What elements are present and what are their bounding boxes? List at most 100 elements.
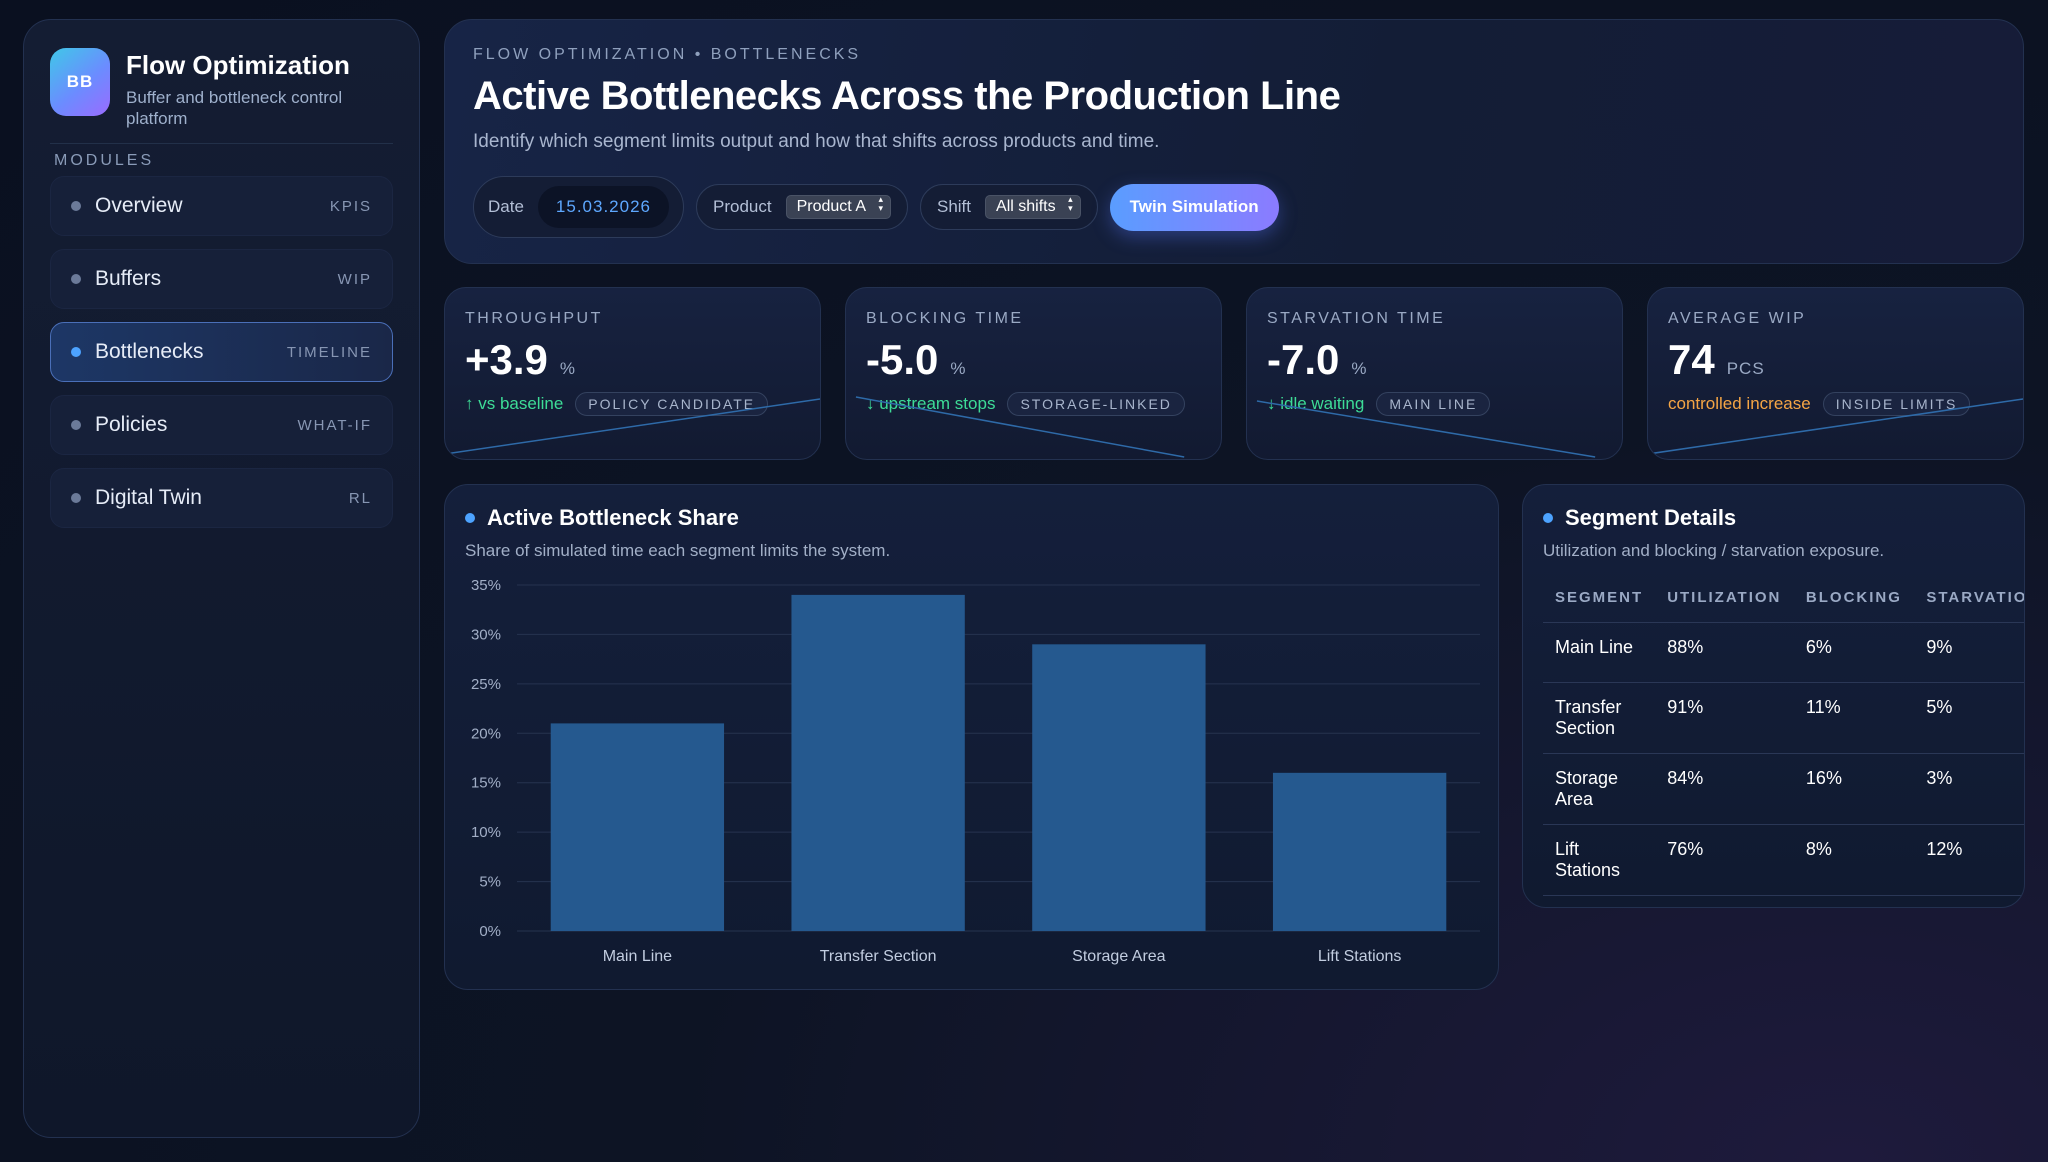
shift-filter: Shift All shifts [919, 184, 1098, 230]
breadcrumb: FLOW OPTIMIZATION • BOTTLENECKS [473, 46, 862, 63]
y-tick-label: 0% [479, 923, 501, 940]
table-row[interactable]: Storage Area 84% 16% 3% [1543, 753, 2024, 825]
kpi-card-throughput: THROUGHPUT +3.9% ↑ vs baseline POLICY CA… [444, 287, 821, 460]
bar-chart: 0% 5% 10% 15% 20% 25% 30% 35% Main Line Transfer … [471, 577, 1480, 965]
column-header: STARVATION [1914, 579, 2024, 623]
kpi-value: +3.9 [465, 336, 548, 383]
segment-details-panel: Segment Details Utilization and blocking… [1522, 484, 2025, 908]
kpi-value: 74 [1668, 336, 1715, 383]
sparkline [1648, 398, 2023, 455]
x-tick-label: Storage Area [1072, 948, 1166, 965]
product-label: Product [713, 197, 772, 216]
nav-dot-icon [71, 274, 81, 284]
kpi-unit: PCS [1726, 359, 1765, 378]
cell-starvation: 12% [1914, 824, 2024, 896]
page-header: FLOW OPTIMIZATION • BOTTLENECKS Active B… [444, 19, 2024, 264]
bullet-icon [1543, 513, 1553, 523]
sidebar-item-tag: WIP [337, 270, 372, 288]
table-subtitle: Utilization and blocking / starvation ex… [1543, 541, 1885, 560]
x-tick-label: Transfer Section [820, 948, 937, 965]
cell-utilization: 91% [1655, 682, 1794, 754]
shift-label: Shift [936, 197, 972, 216]
bar [1032, 644, 1206, 931]
kpi-card-blocking-time: BLOCKING TIME -5.0% ↓ upstream stops STO… [845, 287, 1222, 460]
product-filter: Product Product A [696, 184, 908, 230]
sidebar-item-digital-twin[interactable]: Digital Twin RL [50, 468, 393, 528]
sparkline [445, 398, 820, 455]
cell-blocking: 11% [1793, 682, 1915, 754]
nav-dot-icon [71, 201, 81, 211]
kpi-unit: % [950, 359, 967, 378]
cell-blocking: 6% [1793, 622, 1915, 683]
kpi-card-average-wip: AVERAGE WIP 74 PCS controlled increase IN… [1647, 287, 2024, 460]
x-tick-label: Lift Stations [1318, 948, 1402, 965]
nav-dot-icon [71, 347, 81, 357]
kpi-unit: % [559, 359, 577, 378]
bottleneck-share-panel: Active Bottleneck Share Share of simulat… [444, 484, 1499, 990]
table-row[interactable]: Main Line 88% 6% 9% [1543, 622, 2024, 683]
y-tick-label: 5% [479, 874, 501, 891]
product-select[interactable]: Product A [785, 195, 891, 219]
sidebar-item-label: Overview [95, 194, 183, 217]
y-tick-label: 30% [471, 626, 501, 643]
sidebar-item-label: Digital Twin [95, 486, 202, 509]
y-tick-label: 25% [471, 676, 501, 693]
filter-controls: Date 15.03.2026 Product Product A Shift … [473, 176, 1995, 238]
column-header: BLOCKING [1793, 579, 1915, 623]
bullet-icon [465, 513, 475, 523]
nav-dot-icon [71, 420, 81, 430]
kpi-chip: STORAGE-LINKED [1007, 392, 1185, 416]
y-tick-label: 15% [471, 775, 501, 792]
table-row[interactable]: Lift Stations 76% 8% 12% [1543, 824, 2024, 896]
cell-starvation: 3% [1914, 753, 2024, 825]
column-header: UTILIZATION [1655, 579, 1794, 623]
cell-segment: Storage Area [1543, 753, 1656, 825]
sidebar-item-overview[interactable]: Overview KPIS [50, 176, 393, 236]
bar [1272, 772, 1447, 931]
app-subtitle: Buffer and bottleneck control platform [126, 88, 343, 128]
date-input[interactable]: 15.03.2026 [537, 186, 670, 228]
bar [791, 594, 965, 931]
cell-utilization: 84% [1655, 753, 1794, 825]
table-panel-title: Segment Details [1543, 505, 2004, 531]
kpi-label: STARVATION TIME [1267, 310, 1446, 327]
sidebar-item-buffers[interactable]: Buffers WIP [50, 249, 393, 309]
sidebar-item-tag: RL [348, 489, 372, 507]
kpi-value: -5.0 [866, 336, 939, 383]
segment-table: SEGMENT UTILIZATION BLOCKING STARVATION … [1543, 579, 2024, 896]
sidebar-item-tag: TIMELINE [286, 343, 372, 361]
table-title: Segment Details [1565, 505, 1737, 530]
sidebar-item-tag: KPIS [329, 197, 372, 215]
chart-title: Active Bottleneck Share [487, 505, 739, 530]
page-title: Active Bottlenecks Across the Production… [473, 74, 1341, 118]
sparkline [855, 396, 1185, 458]
cell-starvation: 5% [1914, 682, 2024, 754]
kpi-value: -7.0 [1267, 336, 1340, 383]
y-tick-label: 35% [471, 577, 501, 594]
sidebar-nav: Overview KPIS Buffers WIP Bottlenecks TI… [50, 176, 393, 528]
shift-select[interactable]: All shifts [985, 195, 1081, 219]
cell-starvation: 9% [1914, 622, 2024, 683]
cell-blocking: 8% [1793, 824, 1915, 896]
cell-segment: Lift Stations [1543, 824, 1656, 896]
date-label: Date [488, 197, 524, 216]
twin-simulation-button[interactable]: Twin Simulation [1109, 183, 1279, 231]
sidebar-item-bottlenecks[interactable]: Bottlenecks TIMELINE [50, 322, 393, 382]
sparkline [1256, 400, 1596, 458]
chart-subtitle: Share of simulated time each segment lim… [465, 541, 891, 560]
page-subtitle: Identify which segment limits output and… [473, 131, 1160, 152]
table-row[interactable]: Transfer Section 91% 11% 5% [1543, 682, 2024, 754]
bar [550, 723, 725, 931]
kpi-chip: INSIDE LIMITS [1822, 392, 1971, 416]
date-filter: Date 15.03.2026 [473, 176, 685, 238]
nav-dot-icon [71, 493, 81, 503]
sidebar-item-label: Buffers [95, 267, 162, 290]
cell-segment: Main Line [1543, 622, 1656, 683]
sidebar-item-policies[interactable]: Policies WHAT-IF [50, 395, 393, 455]
kpi-trend: controlled increase [1668, 394, 1811, 413]
sidebar-item-label: Bottlenecks [95, 340, 204, 363]
kpi-label: THROUGHPUT [465, 310, 603, 327]
cell-utilization: 76% [1655, 824, 1794, 896]
sidebar: BB Flow Optimization Buffer and bottlene… [23, 19, 420, 1138]
kpi-chip: MAIN LINE [1376, 392, 1491, 416]
